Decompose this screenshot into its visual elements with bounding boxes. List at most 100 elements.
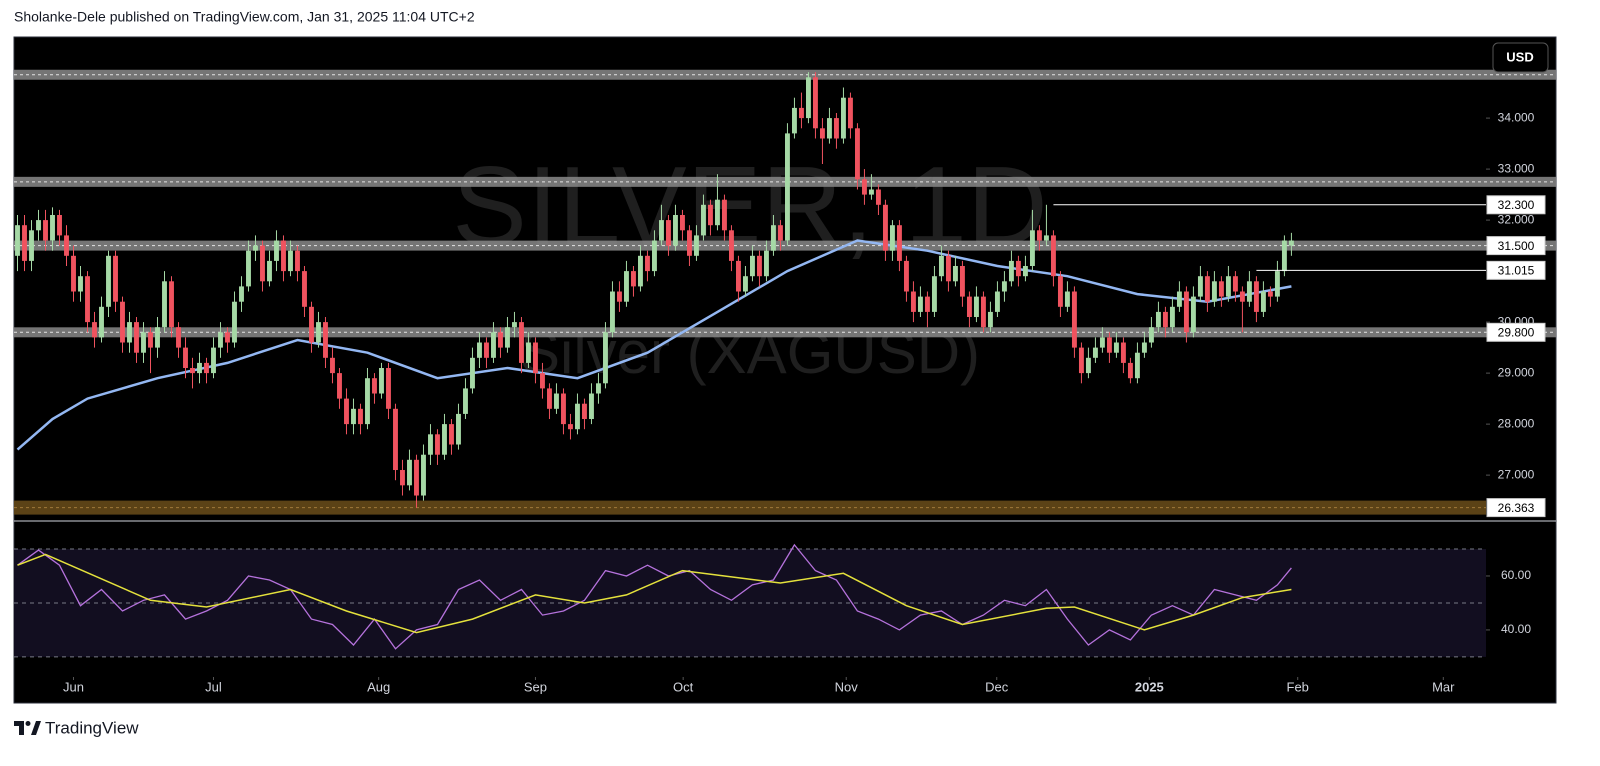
- zone-band: [14, 500, 1486, 515]
- candle-body: [162, 281, 167, 328]
- candle-body: [854, 128, 860, 180]
- ray-label: 31.015: [1498, 264, 1535, 278]
- candle-body: [428, 434, 433, 455]
- candle-body: [218, 332, 223, 348]
- candle-body: [812, 77, 818, 129]
- candle-body: [617, 291, 622, 302]
- candle-body: [176, 327, 181, 348]
- ray-box: [1486, 260, 1546, 280]
- candle-body: [477, 342, 482, 358]
- footer-brand: TradingView: [45, 718, 139, 737]
- candle-body: [952, 266, 958, 282]
- candle-body: [1225, 276, 1231, 297]
- candle-body: [701, 204, 706, 236]
- candle-body: [966, 296, 972, 318]
- candle-body: [694, 235, 699, 256]
- candle-body: [561, 393, 566, 425]
- candle-body: [484, 342, 489, 358]
- candle-body: [190, 368, 195, 374]
- candle-body: [715, 199, 720, 226]
- y-tick-label: 28.000: [1498, 416, 1535, 430]
- candle-body: [833, 118, 839, 139]
- y-tick-label: 34.000: [1498, 110, 1535, 124]
- candle-body: [512, 322, 517, 328]
- candle-body: [554, 393, 559, 409]
- candle-body: [57, 215, 62, 236]
- candle-body: [295, 250, 300, 272]
- candle-body: [1267, 291, 1273, 297]
- candle-body: [239, 286, 244, 302]
- candle-body: [980, 296, 986, 328]
- candle-body: [736, 260, 741, 292]
- candle-body: [456, 413, 461, 445]
- candle-body: [372, 378, 377, 394]
- candle-body: [826, 118, 832, 139]
- candle-body: [973, 296, 979, 318]
- y-tick-label: 33.000: [1498, 161, 1535, 175]
- candle-body: [945, 255, 951, 282]
- publisher-header: Sholanke-Dele published on TradingView.c…: [14, 9, 475, 25]
- candle-body: [994, 291, 1000, 312]
- candle-body: [631, 271, 636, 287]
- candle-body: [302, 271, 307, 307]
- rsi-line: [17, 543, 1292, 650]
- rsi-ma-line: [17, 553, 1292, 634]
- candle-body: [903, 260, 909, 292]
- candle-body: [134, 322, 139, 353]
- candle-body: [1260, 291, 1266, 312]
- candle-body: [722, 199, 727, 231]
- candle-body: [987, 311, 993, 328]
- candle-body: [847, 97, 853, 129]
- candle-body: [729, 230, 734, 261]
- candle-body: [645, 255, 650, 272]
- candle-body: [351, 408, 356, 425]
- y-tick-label: 29.000: [1498, 365, 1535, 379]
- candle-body: [777, 225, 783, 241]
- currency-label[interactable]: USD: [1506, 49, 1533, 64]
- candle-body: [756, 255, 762, 277]
- candle-body: [687, 230, 692, 256]
- logo-mark: [31, 721, 41, 735]
- candle-body: [680, 215, 685, 231]
- candle-body: [225, 332, 230, 343]
- ray-box: [1486, 195, 1546, 215]
- candle-body: [442, 424, 447, 455]
- candle-body: [575, 403, 580, 430]
- candle-body: [309, 306, 314, 343]
- rsi-tick-label: 40.00: [1501, 622, 1531, 636]
- candle-body: [1099, 337, 1105, 348]
- level-box: [1486, 322, 1546, 342]
- candle-body: [463, 388, 468, 414]
- candle-body: [1050, 235, 1056, 277]
- candle-body: [840, 97, 846, 139]
- candle-body: [169, 281, 174, 328]
- candle-body: [22, 225, 27, 261]
- x-tick-label: Sep: [524, 679, 547, 694]
- candle-body: [624, 271, 629, 302]
- candle-body: [882, 204, 888, 251]
- tradingview-logo: [14, 721, 41, 735]
- candle-body: [750, 255, 755, 277]
- candle-body: [596, 383, 601, 394]
- x-tick-label: Jul: [205, 679, 222, 694]
- candle-body: [784, 133, 790, 241]
- candle-body: [337, 373, 342, 399]
- candle-body: [819, 128, 825, 139]
- candle-body: [1036, 230, 1042, 241]
- candle-body: [533, 342, 538, 374]
- candle-body: [938, 255, 944, 277]
- candle-body: [1155, 311, 1161, 328]
- x-tick-label: Mar: [1432, 679, 1455, 694]
- candle-body: [1218, 281, 1224, 297]
- candle-body: [889, 225, 895, 251]
- candle-body: [540, 373, 545, 389]
- candle-body: [1211, 281, 1217, 302]
- currency-button[interactable]: [1492, 42, 1549, 73]
- candle-body: [414, 459, 419, 496]
- candle-body: [582, 403, 587, 420]
- candle-body: [917, 296, 923, 312]
- candle-body: [505, 327, 510, 348]
- rsi-pane: [14, 543, 1486, 658]
- candle-body: [435, 434, 440, 455]
